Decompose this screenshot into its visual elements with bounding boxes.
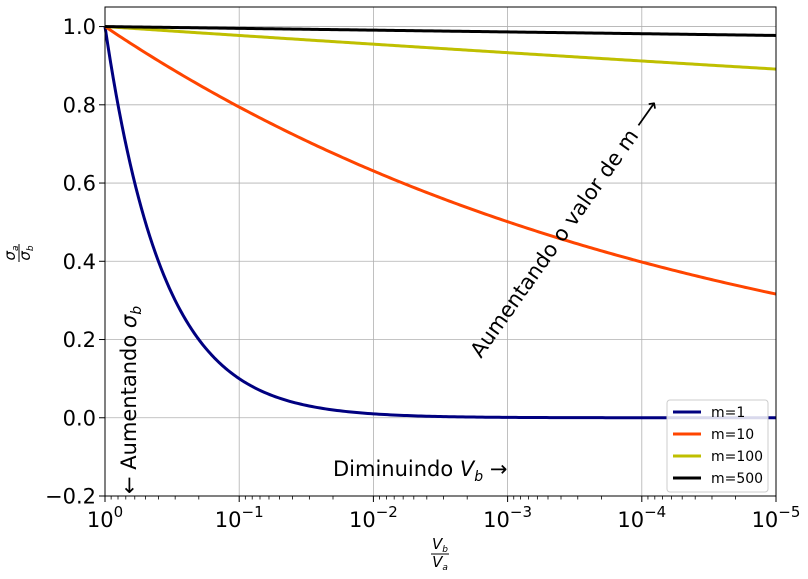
svg-text:Va: Va (432, 553, 448, 573)
svg-text:Vb: Vb (432, 535, 448, 555)
x-tick-label: 10−2 (349, 503, 398, 532)
x-tick-label: 10−5 (752, 503, 801, 532)
legend-label: m=1 (711, 405, 745, 421)
annotation-increase-sigma: ← Aumentando σb (117, 306, 145, 494)
legend-label: m=100 (711, 449, 763, 465)
annotation-increase-m: Aumentando o valor de m ⟶ (465, 95, 664, 362)
axis-ticks: 100 10−1 10−2 10−3 10−4 10−5 −0.2 0.0 0.2 0.4 0.6 0… (45, 15, 800, 532)
series-line-m-1 (103, 26, 776, 420)
x-tick-label: 10−3 (483, 503, 532, 532)
x-tick-label: 10−4 (617, 503, 666, 532)
y-tick-label: 0.4 (63, 250, 96, 274)
y-tick-label: 0.2 (63, 328, 96, 352)
series-line-m-100 (104, 25, 777, 71)
y-tick-label: 0.8 (63, 93, 96, 117)
y-tick-label: 0.0 (63, 406, 96, 430)
series-line-m-500 (104, 25, 777, 37)
x-axis-label: Vb Va (431, 535, 449, 573)
legend: m=1 m=10 m=100 m=500 (666, 399, 769, 493)
y-tick-label: 1.0 (63, 15, 96, 39)
y-axis-label: σa σb (1, 244, 36, 262)
legend-box (666, 399, 769, 493)
legend-label: m=500 (711, 471, 763, 487)
x-tick-label: 10−1 (215, 503, 264, 532)
annotation-decrease-vb: Diminuindo Vb → (333, 457, 507, 485)
plot-frame (104, 6, 777, 497)
series-line-m-10 (104, 25, 777, 296)
y-tick-label: −0.2 (45, 485, 96, 509)
legend-label: m=10 (711, 427, 754, 443)
series-lines (103, 25, 777, 420)
y-tick-label: 0.6 (63, 172, 96, 196)
minor-ticks (110, 496, 737, 500)
x-tick-label: 100 (87, 503, 123, 532)
